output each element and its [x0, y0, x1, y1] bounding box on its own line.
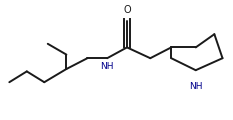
Text: NH: NH: [189, 82, 202, 91]
Text: O: O: [123, 5, 131, 15]
Text: NH: NH: [100, 62, 114, 71]
